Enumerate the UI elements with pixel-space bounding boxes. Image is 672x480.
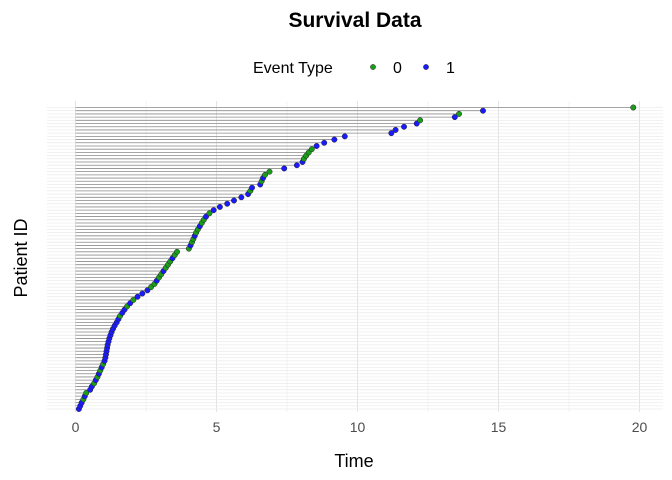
event-point-0 (174, 248, 180, 255)
x-axis-title: Time (334, 451, 373, 471)
event-point-1 (144, 287, 151, 294)
event-point-1 (313, 143, 320, 149)
event-point-1 (392, 127, 399, 133)
event-point-1 (388, 130, 395, 137)
x-axis-ticks: 0 5 10 15 20 (72, 419, 648, 435)
event-point-0 (456, 110, 462, 117)
event-point-1 (139, 290, 146, 297)
legend: Event Type 0 1 (253, 60, 455, 77)
grid (47, 101, 663, 412)
legend-marker-1 (423, 64, 429, 70)
legend-title: Event Type (253, 60, 333, 77)
event-points (75, 104, 637, 412)
event-point-1 (401, 123, 407, 130)
event-point-1 (210, 207, 217, 214)
x-tick-label: 10 (350, 419, 366, 435)
event-point-1 (331, 136, 338, 143)
event-point-0 (266, 168, 273, 175)
event-point-1 (249, 184, 255, 191)
event-point-1 (321, 139, 328, 146)
event-point-0 (83, 390, 90, 396)
y-axis-title: Patient ID (11, 218, 31, 297)
event-point-1 (480, 107, 486, 114)
event-point-1 (231, 197, 237, 204)
event-point-0 (262, 171, 268, 178)
event-point-1 (238, 194, 245, 201)
event-point-0 (130, 296, 137, 303)
event-point-1 (451, 114, 458, 121)
event-point-1 (224, 200, 231, 207)
legend-marker-0 (370, 64, 376, 70)
event-point-0 (206, 210, 213, 217)
x-tick-label: 15 (491, 419, 507, 435)
event-point-1 (293, 162, 300, 169)
event-point-0 (417, 117, 424, 124)
event-point-1 (281, 165, 288, 172)
legend-label-0: 0 (393, 60, 402, 77)
x-tick-label: 5 (213, 419, 221, 435)
chart-title: Survival Data (288, 9, 421, 32)
x-tick-label: 0 (72, 419, 80, 435)
x-tick-label: 20 (632, 419, 648, 435)
event-point-0 (630, 104, 637, 111)
event-point-0 (308, 146, 315, 153)
event-point-1 (134, 293, 141, 300)
legend-label-1: 1 (446, 60, 455, 77)
patient-segments (75, 107, 634, 410)
event-point-1 (341, 133, 348, 140)
event-point-1 (216, 203, 223, 210)
